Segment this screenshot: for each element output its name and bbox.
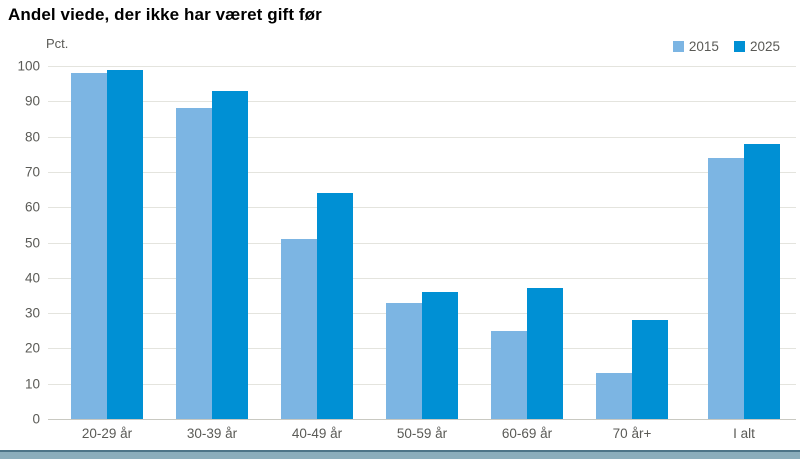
gridline-90	[48, 101, 796, 103]
gridline-60	[48, 207, 796, 209]
y-tick-label-80: 80	[24, 129, 40, 145]
y-tick-label-10: 10	[24, 376, 40, 392]
legend-label-2025: 2025	[749, 39, 780, 54]
x-tick-label-70-år+: 70 år+	[612, 426, 652, 441]
gridline-80	[48, 136, 796, 138]
chart-title: Andel viede, der ikke har været gift før	[8, 5, 322, 24]
gridline-100	[48, 66, 796, 67]
bar-2015-20-29-år	[71, 73, 107, 419]
legend-item-2025: 2025	[733, 39, 780, 54]
y-tick-label-0: 0	[32, 411, 40, 427]
bar-2015-30-39-år	[176, 108, 212, 419]
bar-2015-i-alt	[708, 157, 744, 419]
y-tick-label-40: 40	[24, 270, 40, 286]
plot-area: 0 10 20 30 40 50 60 70 80 90 100	[17, 59, 796, 427]
x-tick-label-40-49-år: 40-49 år	[291, 426, 343, 441]
y-tick-label-100: 100	[17, 58, 40, 74]
gridline-70	[48, 171, 796, 173]
gridline-50	[48, 242, 796, 244]
x-tick-label-60-69-år: 60-69 år	[501, 426, 553, 441]
y-axis-unit-label: Pct.	[46, 36, 69, 51]
legend: 2015 2025	[672, 39, 780, 54]
bar-2015-50-59-år	[386, 302, 422, 419]
bar-2025-30-39-år	[212, 90, 248, 419]
footer-band	[0, 450, 800, 459]
legend-swatch-2025	[733, 41, 745, 52]
x-tick-label-30-39-år: 30-39 år	[186, 426, 238, 441]
gridline-0	[48, 419, 796, 420]
y-tick-label-30: 30	[24, 305, 40, 321]
bar-2025-60-69-år	[527, 288, 563, 419]
legend-label-2015: 2015	[688, 39, 719, 54]
bar-2015-40-49-år	[281, 238, 317, 419]
bar-2025-20-29-år	[107, 69, 143, 419]
x-axis-labels: 20-29 år 30-39 år 40-49 år 50-59 år 60-69 år…	[48, 426, 796, 446]
bar-2025-50-59-år	[422, 291, 458, 419]
y-tick-label-50: 50	[24, 235, 40, 250]
bar-2025-40-49-år	[317, 193, 353, 419]
y-tick-label-20: 20	[24, 340, 40, 356]
legend-swatch-2015	[672, 41, 684, 52]
bar-2025-70-år+	[632, 320, 668, 419]
y-tick-label-70: 70	[24, 164, 40, 180]
bar-2025-i-alt	[744, 143, 780, 419]
bar-2015-70-år+	[596, 373, 632, 419]
y-tick-label-90: 90	[24, 93, 40, 109]
x-tick-label-i-alt: I alt	[733, 426, 755, 441]
x-tick-label-50-59-år: 50-59 år	[396, 426, 448, 441]
x-tick-label-20-29-år: 20-29 år	[81, 426, 133, 441]
bar-2015-60-69-år	[491, 330, 527, 419]
legend-item-2015: 2015	[672, 39, 719, 54]
y-tick-label-60: 60	[24, 199, 40, 215]
gridline-40	[48, 277, 796, 279]
